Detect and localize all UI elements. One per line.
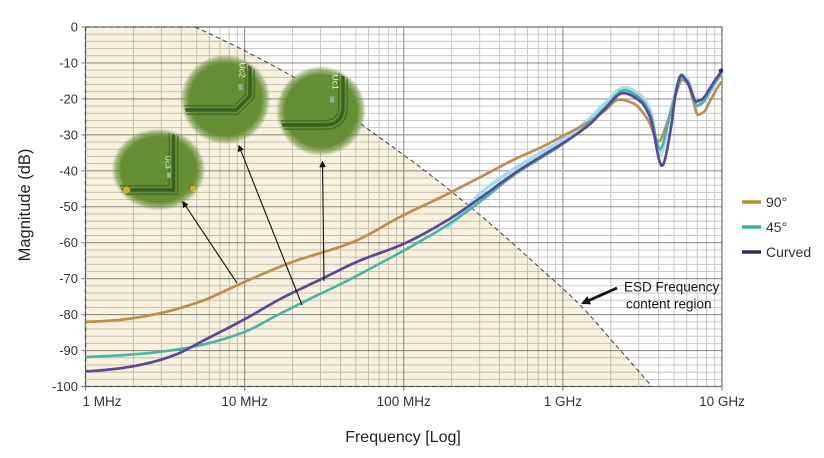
svg-text:-20: -20 xyxy=(59,91,78,106)
svg-text:-50: -50 xyxy=(59,199,78,214)
svg-text:content region: content region xyxy=(626,297,712,312)
svg-text:Curved: Curved xyxy=(766,244,811,260)
svg-text:Frequency [Log]: Frequency [Log] xyxy=(345,429,461,446)
svg-text:-40: -40 xyxy=(59,163,78,178)
svg-text:Uc3: Uc3 xyxy=(164,155,173,168)
svg-text:1 GHz: 1 GHz xyxy=(544,394,583,409)
svg-text:ESD Frequency: ESD Frequency xyxy=(624,280,720,295)
svg-text:0: 0 xyxy=(71,20,78,35)
svg-text:-100: -100 xyxy=(52,379,78,394)
svg-text:-60: -60 xyxy=(59,235,78,250)
svg-text:Uc1: Uc1 xyxy=(331,74,341,89)
svg-text:-80: -80 xyxy=(59,307,78,322)
svg-text:Uc2: Uc2 xyxy=(238,62,248,77)
svg-text:Magnitude (dB): Magnitude (dB) xyxy=(16,149,34,262)
svg-text:-70: -70 xyxy=(59,271,78,286)
svg-text:45°: 45° xyxy=(766,219,787,235)
svg-text:1 MHz: 1 MHz xyxy=(82,394,121,409)
svg-text:-10: -10 xyxy=(59,56,78,71)
svg-text:10 GHz: 10 GHz xyxy=(699,394,745,409)
svg-text:10 MHz: 10 MHz xyxy=(221,394,268,409)
svg-text:100 MHz: 100 MHz xyxy=(377,394,431,409)
svg-text:-90: -90 xyxy=(59,343,78,358)
svg-text:-30: -30 xyxy=(59,127,78,142)
svg-text:90°: 90° xyxy=(766,194,787,210)
